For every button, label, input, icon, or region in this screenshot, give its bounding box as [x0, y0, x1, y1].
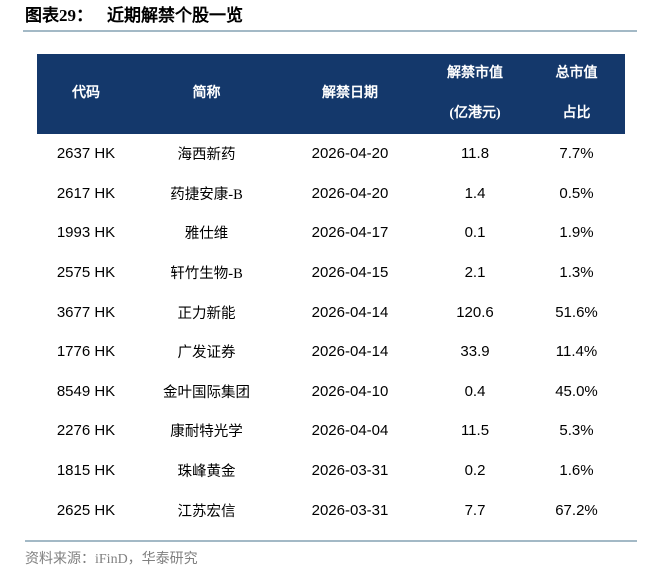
- stock-name: 江苏宏信: [135, 490, 278, 530]
- stock-code: 2637 HK: [37, 134, 135, 174]
- unlock-value: 2.1: [422, 252, 528, 293]
- stock-code: 8549 HK: [37, 371, 135, 412]
- stock-code: 3677 HK: [37, 292, 135, 332]
- unlock-date: 2026-04-20: [278, 134, 422, 174]
- unlock-date: 2026-04-15: [278, 252, 422, 293]
- unlock-date: 2026-03-31: [278, 450, 422, 491]
- stock-name: 正力新能: [135, 292, 278, 332]
- col-header-unlock-value: 解禁市值 (亿港元): [422, 54, 528, 134]
- table-header-row: 代码 简称 解禁日期 解禁市值 (亿港元) 总市值 占比: [37, 54, 625, 134]
- col-header-code: 代码: [37, 54, 135, 134]
- footer-divider: [25, 540, 637, 542]
- stock-name: 珠峰黄金: [135, 450, 278, 491]
- stock-name: 金叶国际集团: [135, 371, 278, 412]
- stock-name: 广发证券: [135, 331, 278, 372]
- unlock-stocks-table: 代码 简称 解禁日期 解禁市值 (亿港元) 总市值 占比 2637 HK 海西新…: [37, 54, 625, 530]
- source-note: 资料来源：iFinD，华泰研究: [25, 552, 198, 567]
- table-row: 2575 HK 轩竹生物-B 2026-04-15 2.1 1.3%: [37, 252, 625, 293]
- pct-of-total-mktcap: 11.4%: [528, 331, 625, 372]
- col-header-pct: 总市值 占比: [528, 54, 625, 134]
- unlock-value: 33.9: [422, 331, 528, 372]
- stock-code: 2625 HK: [37, 490, 135, 530]
- pct-of-total-mktcap: 7.7%: [528, 134, 625, 174]
- unlock-value: 1.4: [422, 173, 528, 214]
- unlock-date: 2026-04-14: [278, 292, 422, 332]
- unlock-date: 2026-04-17: [278, 213, 422, 253]
- stock-name: 雅仕维: [135, 213, 278, 253]
- stock-code: 1993 HK: [37, 213, 135, 253]
- col-header-name: 简称: [135, 54, 278, 134]
- figure-title-text: 近期解禁个股一览: [107, 6, 243, 25]
- unlock-date: 2026-04-10: [278, 371, 422, 412]
- unlock-value: 11.8: [422, 134, 528, 174]
- table-row: 2625 HK 江苏宏信 2026-03-31 7.7 67.2%: [37, 490, 625, 530]
- col-header-unlock-value-line1: 解禁市值: [447, 66, 503, 81]
- col-header-pct-line1: 总市值: [555, 66, 598, 81]
- stock-code: 1776 HK: [37, 331, 135, 372]
- stock-name: 轩竹生物-B: [135, 252, 278, 293]
- unlock-date: 2026-04-20: [278, 173, 422, 214]
- col-header-pct-line2: 占比: [562, 106, 591, 121]
- pct-of-total-mktcap: 1.6%: [528, 450, 625, 491]
- unlock-value: 0.1: [422, 213, 528, 253]
- unlock-value: 7.7: [422, 490, 528, 530]
- stock-name: 康耐特光学: [135, 411, 278, 451]
- pct-of-total-mktcap: 45.0%: [528, 371, 625, 412]
- unlock-value: 11.5: [422, 411, 528, 451]
- stock-name: 海西新药: [135, 134, 278, 174]
- unlock-value: 120.6: [422, 292, 528, 332]
- title-divider: [23, 30, 637, 32]
- col-header-date: 解禁日期: [278, 54, 422, 134]
- figure-label: 图表29：: [25, 6, 93, 25]
- col-header-unlock-value-line2: (亿港元): [449, 106, 501, 121]
- table-row: 1993 HK 雅仕维 2026-04-17 0.1 1.9%: [37, 213, 625, 253]
- table-row: 8549 HK 金叶国际集团 2026-04-10 0.4 45.0%: [37, 371, 625, 412]
- pct-of-total-mktcap: 0.5%: [528, 173, 625, 214]
- table-row: 2276 HK 康耐特光学 2026-04-04 11.5 5.3%: [37, 411, 625, 451]
- stock-name: 药捷安康-B: [135, 173, 278, 214]
- stock-code: 2575 HK: [37, 252, 135, 293]
- unlock-value: 0.2: [422, 450, 528, 491]
- col-header-code-label: 代码: [72, 86, 100, 101]
- unlock-date: 2026-03-31: [278, 490, 422, 530]
- table-row: 1776 HK 广发证券 2026-04-14 33.9 11.4%: [37, 331, 625, 372]
- table-row: 1815 HK 珠峰黄金 2026-03-31 0.2 1.6%: [37, 450, 625, 491]
- col-header-name-label: 简称: [192, 86, 221, 101]
- col-header-date-label: 解禁日期: [322, 86, 378, 101]
- unlock-date: 2026-04-14: [278, 331, 422, 372]
- figure-title: 图表29： 近期解禁个股一览: [25, 5, 243, 27]
- pct-of-total-mktcap: 1.3%: [528, 252, 625, 293]
- table-row: 2617 HK 药捷安康-B 2026-04-20 1.4 0.5%: [37, 173, 625, 214]
- unlock-value: 0.4: [422, 371, 528, 412]
- stock-code: 2617 HK: [37, 173, 135, 214]
- pct-of-total-mktcap: 67.2%: [528, 490, 625, 530]
- pct-of-total-mktcap: 5.3%: [528, 411, 625, 451]
- table-row: 3677 HK 正力新能 2026-04-14 120.6 51.6%: [37, 292, 625, 332]
- pct-of-total-mktcap: 51.6%: [528, 292, 625, 332]
- stock-code: 2276 HK: [37, 411, 135, 451]
- unlock-date: 2026-04-04: [278, 411, 422, 451]
- stock-code: 1815 HK: [37, 450, 135, 491]
- pct-of-total-mktcap: 1.9%: [528, 213, 625, 253]
- table-row: 2637 HK 海西新药 2026-04-20 11.8 7.7%: [37, 134, 625, 174]
